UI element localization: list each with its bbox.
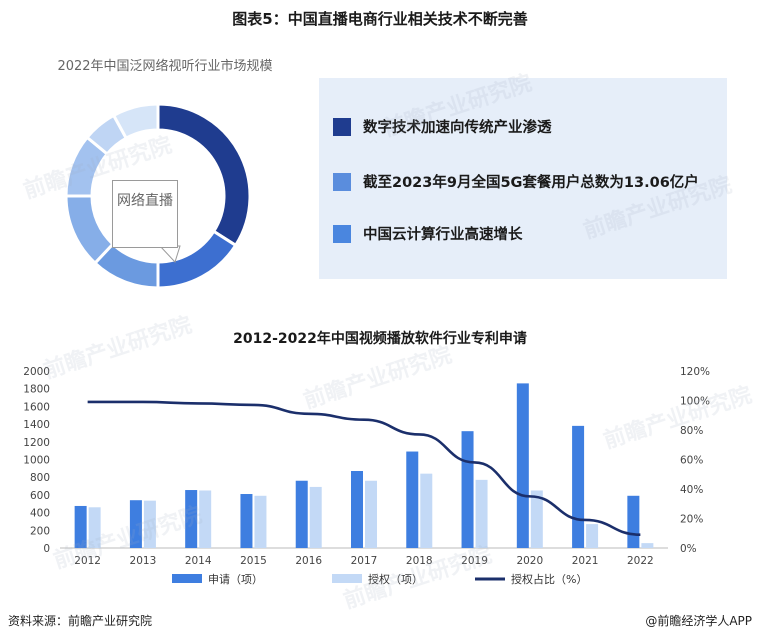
tech-item-5g: 截至2023年9月全国5G套餐用户总数为13.06亿户 [333, 171, 699, 192]
x-tick-label: 2021 [572, 555, 599, 567]
legend-label-0: 申请（项） [208, 573, 263, 586]
patent-chart-title: 2012-2022年中国视频播放软件行业专利申请 [233, 331, 527, 347]
y-left-tick-label: 1400 [23, 419, 50, 431]
legend-swatch-1 [332, 574, 362, 583]
figure-title: 图表5：中国直播电商行业相关技术不断完善 [232, 10, 528, 28]
tech-label-5g: 截至2023年9月全国5G套餐用户总数为13.06亿户 [363, 175, 699, 191]
bar-grant-2019 [475, 479, 488, 548]
bar-application-2017 [351, 471, 363, 548]
y-left-tick-label: 2000 [23, 366, 50, 378]
bar-grant-2018 [420, 473, 433, 548]
y-left-tick-label: 600 [30, 490, 50, 502]
bar-application-2022 [627, 495, 640, 548]
bar-grant-2012 [88, 507, 101, 548]
x-tick-label: 2016 [295, 555, 322, 567]
y-left-tick-label: 1800 [23, 384, 50, 396]
legend-swatch-0 [172, 574, 202, 583]
tech-swatch-5g [333, 172, 351, 191]
x-tick-label: 2022 [627, 555, 654, 567]
x-tick-label: 2018 [406, 555, 433, 567]
bar-grant-2014 [199, 490, 212, 548]
y-left-tick-label: 1000 [23, 455, 50, 467]
y-right-tick-label: 0% [680, 543, 697, 555]
bar-application-2016 [295, 480, 308, 548]
bar-grant-2016 [309, 486, 322, 548]
bar-grant-2020 [530, 490, 543, 548]
y-left-tick-label: 1600 [23, 401, 50, 413]
tech-label-cloud: 中国云计算行业高速增长 [363, 227, 523, 243]
tech-swatch-digital [333, 117, 351, 136]
bar-grant-2021 [586, 524, 599, 548]
legend-label-2: 授权占比（%） [511, 572, 587, 586]
y-right-tick-label: 120% [680, 366, 710, 378]
x-tick-label: 2015 [240, 555, 267, 567]
bar-application-2014 [185, 490, 198, 548]
x-tick-label: 2012 [74, 555, 101, 567]
bar-application-2019 [461, 431, 474, 548]
bar-grant-2015 [254, 495, 267, 548]
bar-grant-2013 [143, 500, 156, 548]
bar-application-2012 [74, 505, 87, 548]
tech-item-digital: 数字技术加速向传统产业渗透 [333, 116, 552, 137]
tech-legend-panel: 数字技术加速向传统产业渗透 截至2023年9月全国5G套餐用户总数为13.06亿… [319, 78, 727, 279]
x-tick-label: 2017 [351, 555, 378, 567]
x-tick-label: 2020 [516, 555, 543, 567]
y-left-tick-label: 200 [30, 525, 50, 537]
y-left-tick-label: 1200 [23, 437, 50, 449]
y-right-tick-label: 80% [680, 425, 703, 437]
y-right-tick-label: 100% [680, 396, 710, 408]
legend-label-1: 授权（项） [368, 572, 423, 586]
tech-item-cloud: 中国云计算行业高速增长 [333, 223, 523, 244]
bar-application-2013 [129, 500, 142, 548]
bar-grant-2017 [365, 480, 377, 548]
y-left-tick-label: 0 [43, 543, 50, 555]
tech-label-digital: 数字技术加速向传统产业渗透 [363, 120, 552, 136]
bar-application-2021 [572, 425, 585, 548]
y-right-tick-label: 60% [680, 455, 703, 467]
source-note: 资料来源：前瞻产业研究院 [8, 614, 153, 628]
tech-swatch-cloud [333, 224, 351, 243]
x-tick-label: 2013 [130, 555, 157, 567]
bar-application-2015 [240, 494, 253, 548]
y-right-tick-label: 20% [680, 514, 703, 526]
credit-note: @前瞻经济学人APP [645, 614, 752, 628]
line-grant-ratio [87, 400, 641, 537]
y-right-tick-label: 40% [680, 484, 703, 496]
donut-callout: 网络直播 [112, 180, 178, 248]
x-tick-label: 2014 [185, 555, 212, 567]
bar-application-2020 [516, 383, 529, 548]
y-left-tick-label: 400 [30, 508, 50, 520]
donut-segment-6 [111, 102, 160, 141]
donut-title: 2022年中国泛网络视听行业市场规模 [57, 59, 273, 74]
x-tick-label: 2019 [461, 555, 488, 567]
bar-application-2018 [406, 451, 419, 548]
bar-grant-2022 [641, 543, 654, 548]
y-left-tick-label: 800 [30, 472, 50, 484]
